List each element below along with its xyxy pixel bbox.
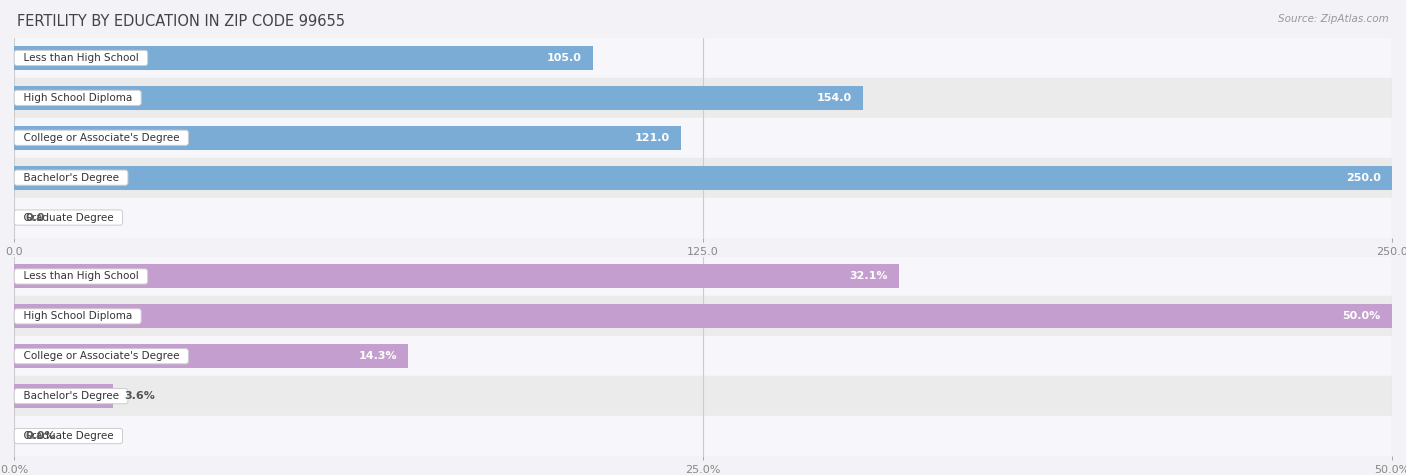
Bar bbox=[14, 198, 1392, 238]
Text: 14.3%: 14.3% bbox=[359, 351, 396, 361]
Text: Graduate Degree: Graduate Degree bbox=[17, 212, 120, 223]
Text: 32.1%: 32.1% bbox=[849, 271, 887, 282]
Bar bbox=[14, 118, 1392, 158]
Bar bbox=[14, 166, 1392, 190]
Text: FERTILITY BY EDUCATION IN ZIP CODE 99655: FERTILITY BY EDUCATION IN ZIP CODE 99655 bbox=[17, 14, 344, 29]
Text: 250.0: 250.0 bbox=[1346, 172, 1381, 183]
Bar bbox=[14, 38, 1392, 78]
Bar bbox=[14, 416, 1392, 456]
Text: 105.0: 105.0 bbox=[547, 53, 582, 63]
Text: 0.0%: 0.0% bbox=[25, 431, 56, 441]
Text: Graduate Degree: Graduate Degree bbox=[17, 431, 120, 441]
Text: 0.0: 0.0 bbox=[25, 212, 45, 223]
Bar bbox=[14, 336, 1392, 376]
Text: College or Associate's Degree: College or Associate's Degree bbox=[17, 351, 186, 361]
Bar bbox=[14, 46, 593, 70]
Text: College or Associate's Degree: College or Associate's Degree bbox=[17, 133, 186, 143]
Text: 3.6%: 3.6% bbox=[124, 391, 155, 401]
Bar bbox=[14, 376, 1392, 416]
Bar bbox=[14, 344, 408, 368]
Bar bbox=[14, 384, 114, 408]
Bar bbox=[14, 256, 1392, 296]
Text: Less than High School: Less than High School bbox=[17, 53, 145, 63]
Text: 154.0: 154.0 bbox=[817, 93, 852, 103]
Bar bbox=[14, 86, 863, 110]
Text: 121.0: 121.0 bbox=[634, 133, 669, 143]
Bar bbox=[14, 296, 1392, 336]
Bar bbox=[14, 304, 1392, 328]
Text: Bachelor's Degree: Bachelor's Degree bbox=[17, 391, 125, 401]
Text: High School Diploma: High School Diploma bbox=[17, 93, 139, 103]
Bar bbox=[14, 126, 681, 150]
Text: Less than High School: Less than High School bbox=[17, 271, 145, 282]
Bar bbox=[14, 158, 1392, 198]
Text: Bachelor's Degree: Bachelor's Degree bbox=[17, 172, 125, 183]
Text: High School Diploma: High School Diploma bbox=[17, 311, 139, 322]
Bar bbox=[14, 78, 1392, 118]
Text: Source: ZipAtlas.com: Source: ZipAtlas.com bbox=[1278, 14, 1389, 24]
Text: 50.0%: 50.0% bbox=[1343, 311, 1381, 322]
Bar bbox=[14, 265, 898, 288]
